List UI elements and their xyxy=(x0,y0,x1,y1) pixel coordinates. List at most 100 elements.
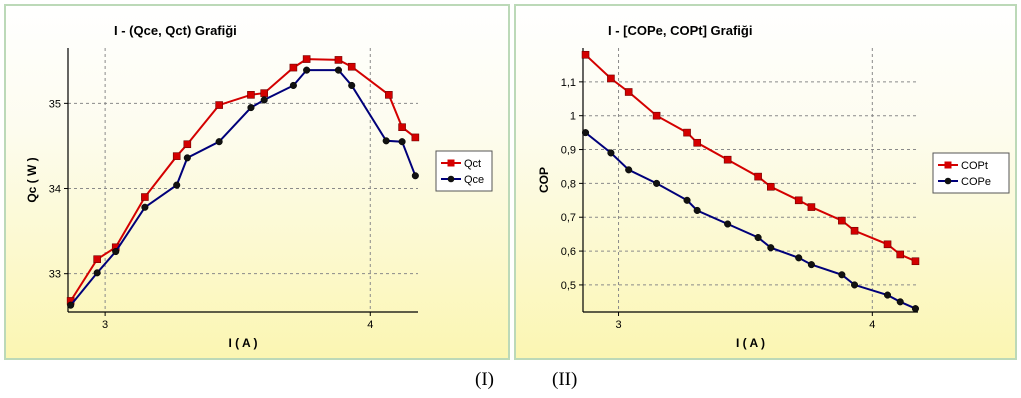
chart-1-series-qce-point xyxy=(183,154,191,162)
chart-2-series-cope-point xyxy=(851,281,859,289)
chart-2-y-tick-label: 0,6 xyxy=(561,246,576,258)
chart-1-legend-marker-qce xyxy=(447,175,455,183)
chart-2-series-copt-point xyxy=(754,172,762,181)
chart-1-series-qct-point xyxy=(302,55,311,63)
chart-1-legend-label-qct: Qct xyxy=(464,158,481,170)
chart-2-legend-marker-copt xyxy=(944,161,952,169)
chart-2-y-tick-label: 1,1 xyxy=(561,77,576,89)
chart-2-series-copt-point xyxy=(607,74,615,83)
chart-1-y-tick-label: 35 xyxy=(49,98,61,110)
chart-1-series-qce-point xyxy=(67,301,75,309)
chart-2-series-copt-line xyxy=(584,54,916,263)
chart-1-series-qct-point xyxy=(334,56,343,64)
chart-1-y-tick-label: 33 xyxy=(49,269,61,281)
chart-1-series-qct-point xyxy=(172,152,181,160)
chart-2-y-tick-label: 1 xyxy=(570,111,576,123)
chart-1-series-qce-point xyxy=(215,138,223,146)
chart-panel-qc: I - (Qce, Qct) Grafiği 3 4 33 34 35 I ( A ) Qc … xyxy=(4,4,510,360)
chart-2-legend: COPt COPe xyxy=(932,152,1010,194)
chart-2-y-tick-label: 0,5 xyxy=(561,280,576,292)
chart-2-series-copt-point xyxy=(794,196,803,205)
chart-2-series-copt-point xyxy=(896,250,905,259)
chart-2-legend-label-copt: COPt xyxy=(961,160,988,172)
chart-1-series-qce-point xyxy=(112,247,120,256)
chart-2-series-copt-point xyxy=(767,182,775,191)
chart-2-series-copt-point xyxy=(723,155,732,164)
chart-2-series-copt-point xyxy=(850,226,859,235)
chart-1-series-qce-point xyxy=(260,96,268,104)
chart-1-series-qct-point xyxy=(385,91,393,99)
chart-1-x-axis-label: I ( A ) xyxy=(228,336,257,350)
chart-1-series-qce-point xyxy=(141,203,149,211)
chart-2-legend-box xyxy=(932,152,1010,194)
chart-1-legend-label-qce: Qce xyxy=(464,174,484,186)
chart-2-series-cope-point xyxy=(625,166,633,174)
chart-1-legend-box xyxy=(435,150,493,192)
chart-1-series-qct-point xyxy=(347,62,356,71)
chart-2-series-cope-point xyxy=(754,233,762,242)
chart-1-series-qce-point xyxy=(93,269,101,277)
chart-2-series-cope-point xyxy=(911,305,920,313)
chart-2-series-cope-point xyxy=(693,206,701,215)
chart-2-y-tick-label: 0,9 xyxy=(561,145,576,157)
chart-1-series-qce-point xyxy=(173,181,181,189)
chart-2-series-cope-point xyxy=(581,129,590,137)
chart-1-title: I - (Qce, Qct) Grafiği xyxy=(114,23,237,38)
chart-1-series-qct-point xyxy=(260,89,269,97)
chart-2-series-copt-point xyxy=(807,203,816,211)
chart-2-series-cope-point xyxy=(807,261,815,269)
chart-2-plot-area xyxy=(583,48,918,312)
chart-2-y-tick-label: 0,8 xyxy=(561,178,576,190)
chart-2-series-cope-point xyxy=(896,298,904,306)
chart-2-series-cope-point xyxy=(683,196,691,204)
chart-2-series-copt-point xyxy=(683,128,691,137)
chart-1-series-qct-line xyxy=(69,58,416,302)
chart-1-series-qce-point xyxy=(247,104,255,112)
chart-1-series-qce-point xyxy=(382,137,390,145)
chart-1-series-qct-point xyxy=(183,140,192,149)
chart-1-legend: Qct Qce xyxy=(435,150,493,192)
chart-1-series-qct-point xyxy=(141,193,149,201)
chart-2-series-cope-point xyxy=(607,149,615,157)
chart-2-series-copt-point xyxy=(624,88,633,96)
chart-2-title: I - [COPe, COPt] Grafiği xyxy=(608,23,752,38)
chart-2-x-tick-label: 4 xyxy=(869,319,875,331)
chart-2-series-cope-point xyxy=(724,220,732,228)
chart-1-x-tick-label: 3 xyxy=(102,319,108,331)
chart-2-series-copt-point xyxy=(883,240,892,249)
chart-1-y-tick-label: 34 xyxy=(49,184,61,196)
chart-1-x-tick-label: 4 xyxy=(367,319,373,331)
chart-2-y-axis-label: COP xyxy=(537,167,551,193)
chart-1-series-qct-point xyxy=(289,63,298,72)
chart-1-series-qce-point xyxy=(303,66,311,74)
chart-2-x-axis-label: I ( A ) xyxy=(736,336,765,350)
chart-2-series-copt-point xyxy=(581,50,590,59)
chart-1-series-qct-point xyxy=(247,91,255,99)
chart-2-series-cope-line xyxy=(584,131,916,310)
caption-chart-1: (I) xyxy=(475,369,494,390)
chart-1-series-qce-point xyxy=(411,172,419,180)
chart-2-series-copt-point xyxy=(838,216,846,225)
chart-1-series-qct-point xyxy=(398,123,406,131)
chart-2-legend-label-cope: COPe xyxy=(961,176,991,188)
chart-2-series-cope-point xyxy=(653,179,661,187)
chart-2-series-cope-point xyxy=(883,291,892,299)
chart-2-x-tick-label: 3 xyxy=(615,319,621,331)
chart-1-y-axis-label: Qc ( W ) xyxy=(25,157,39,202)
chart-1-series-qce-line xyxy=(69,69,417,306)
chart-2-series-cope-point xyxy=(767,244,775,252)
chart-1-series-qce-point xyxy=(348,81,356,90)
chart-1-plot-area xyxy=(68,48,418,312)
chart-1-series-qce-point xyxy=(289,81,297,90)
chart-1-series-qct-point xyxy=(93,255,101,263)
chart-1-series-qct-point xyxy=(411,133,420,142)
chart-1-series-qce-point xyxy=(398,138,406,146)
chart-2-series-copt-point xyxy=(652,111,661,120)
chart-2-series-copt-point xyxy=(911,257,920,266)
chart-2-series-cope-point xyxy=(838,271,846,279)
chart-cop: I - [COPe, COPt] Grafiği 3 4 0,5 0,6 0,7 0,8 0,… xyxy=(537,23,1010,350)
chart-2-series-cope-point xyxy=(795,254,803,262)
chart-panel-cop: I - [COPe, COPt] Grafiği 3 4 0,5 0,6 0,7 0,8 0,… xyxy=(514,4,1017,360)
chart-1-legend-marker-qct xyxy=(447,159,455,167)
caption-chart-2: (II) xyxy=(552,369,578,390)
